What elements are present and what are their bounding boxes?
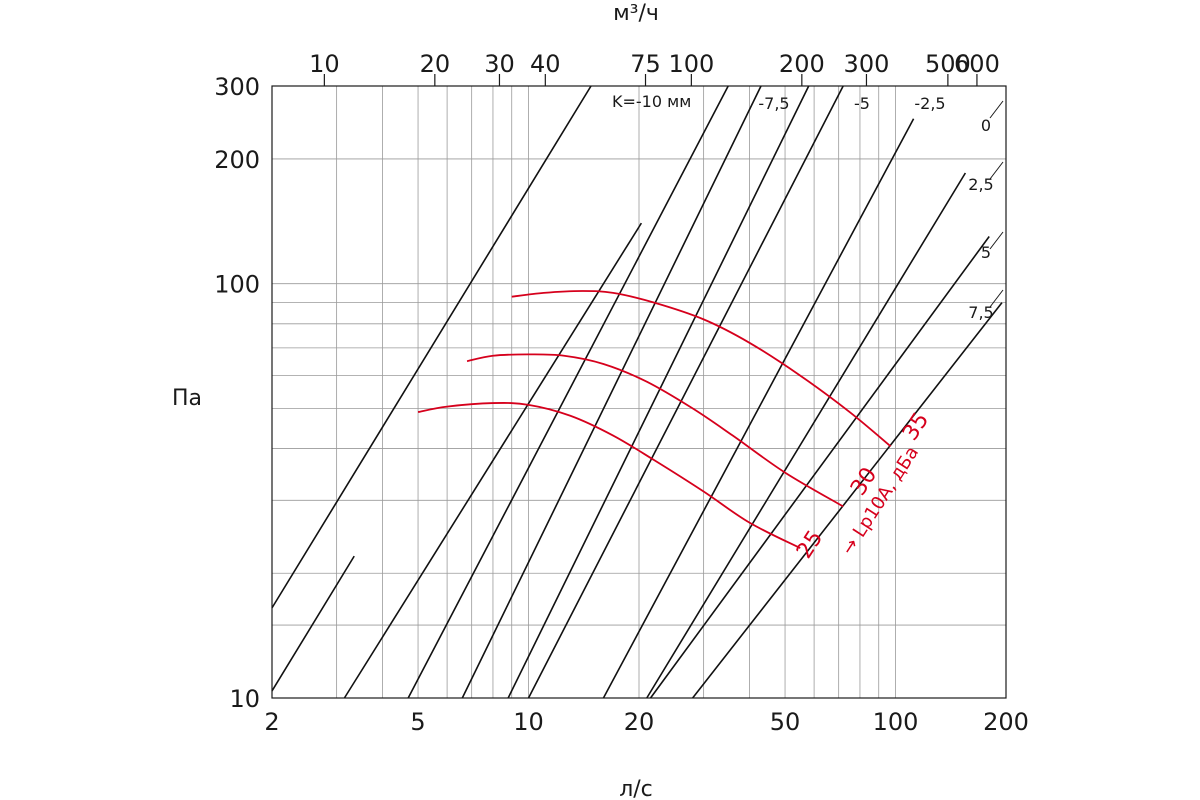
k-label-leader [989, 161, 1004, 180]
x-bottom-axis-label: л/с [619, 777, 653, 800]
k-line-label: -5 [854, 94, 870, 113]
x-bottom-tick-label: 10 [513, 708, 544, 736]
x-top-tick-label: 30 [484, 50, 515, 78]
x-bottom-tick-labels: 2 5 10 20 50 100 200 [264, 708, 1029, 736]
k-unit-label: K=-10 мм [612, 92, 691, 111]
k-line-label: 5 [981, 243, 991, 262]
k-line [691, 302, 1003, 699]
x-bottom-tick-label: 20 [624, 708, 655, 736]
sound-curve [417, 402, 801, 549]
x-top-tick-label: 40 [530, 50, 561, 78]
x-top-tick-label: 300 [844, 50, 890, 78]
k-line-label: 2,5 [968, 175, 993, 194]
k-line [649, 235, 990, 699]
x-bottom-tick-label: 200 [983, 708, 1029, 736]
k-line [271, 85, 592, 609]
k-line-label: 0 [981, 116, 991, 135]
k-line [461, 85, 762, 699]
k-label-leader [989, 231, 1004, 250]
k-lines [271, 85, 1003, 699]
sound-curves [417, 290, 892, 549]
x-top-tick-label: 600 [954, 50, 1000, 78]
k-label-leader [989, 289, 1004, 308]
k-line-label: -2,5 [914, 94, 945, 113]
x-top-tick-label: 200 [779, 50, 825, 78]
x-bottom-tick-label: 50 [770, 708, 801, 736]
sound-curve [466, 353, 844, 508]
x-top-axis-label: м³/ч [613, 1, 659, 26]
k-line [407, 85, 729, 699]
k-label-leader [989, 100, 1004, 119]
k-line [343, 222, 643, 699]
x-top-tick-label: 75 [630, 50, 661, 78]
k-line [271, 555, 355, 692]
x-top-tick-label: 500 [925, 50, 971, 78]
x-bottom-tick-label: 100 [873, 708, 919, 736]
y-tick-label: 10 [229, 685, 260, 713]
k-line-label: 7,5 [968, 303, 993, 322]
k-line-labels: -7,5 -5 -2,5 0 2,5 5 7,5 [758, 94, 1004, 322]
x-bottom-tick-label: 5 [410, 708, 425, 736]
x-top-tick-label: 20 [420, 50, 451, 78]
y-axis-label: Па [172, 386, 202, 411]
grid [272, 86, 1006, 698]
k-line [527, 85, 844, 699]
y-tick-labels: 10 100 200 300 [214, 73, 260, 713]
y-tick-label: 300 [214, 73, 260, 101]
x-top-tick-label: 100 [668, 50, 714, 78]
y-tick-label: 100 [214, 271, 260, 299]
k-line [646, 172, 967, 699]
k-line [507, 85, 810, 699]
k-line [602, 118, 915, 699]
x-top-tick-label: 10 [309, 50, 340, 78]
k-line-label: -7,5 [758, 94, 789, 113]
x-bottom-tick-label: 2 [264, 708, 279, 736]
sound-curve [511, 290, 892, 448]
sound-curve-label: 35 [898, 408, 934, 445]
y-tick-label: 200 [214, 146, 260, 174]
plot-frame [271, 85, 1007, 699]
